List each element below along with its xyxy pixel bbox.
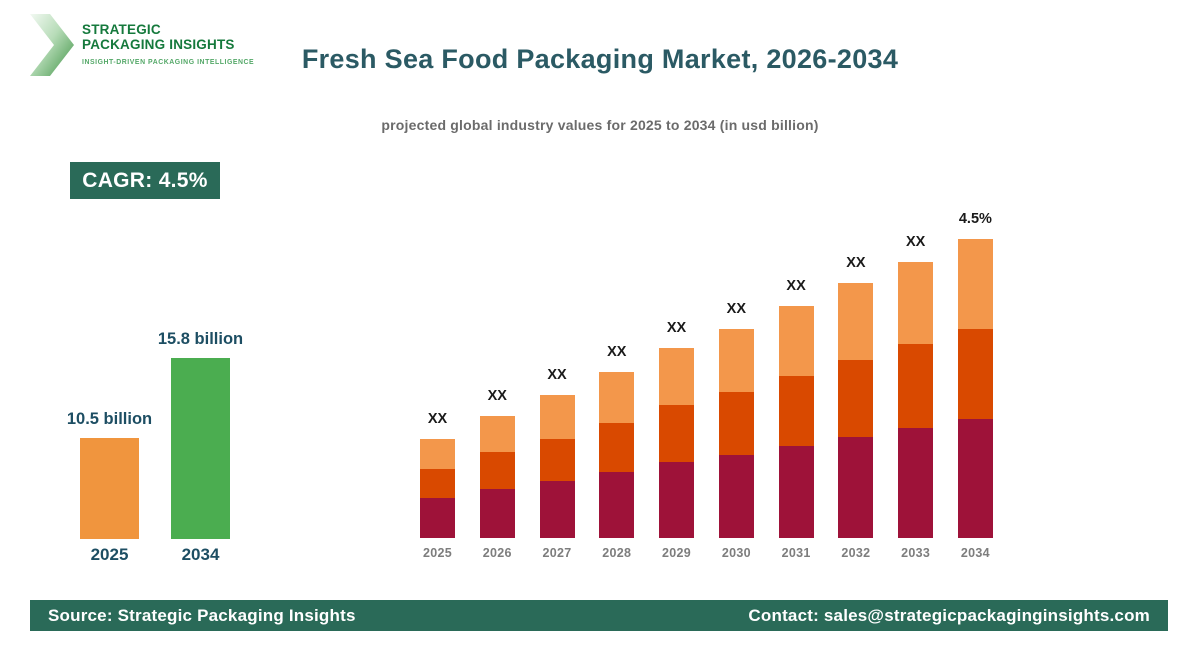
- bar-segment-bottom-segment: [778, 446, 814, 538]
- bar-value-label: XX: [726, 301, 746, 317]
- bar-segment-top-segment: [539, 395, 575, 439]
- bar-segment-middle-segment: [718, 392, 754, 455]
- bar-segment-middle-segment: [659, 405, 695, 462]
- summary-value-label: 15.8 billion: [157, 330, 244, 348]
- bar-segment-top-segment: [838, 283, 874, 360]
- bar-segment-top-segment: [957, 239, 993, 329]
- stacked-bar-chart: XX 2025 XX 2026 XX 2027 XX 2028 XX 2029 XX 2030 XX 20…: [420, 207, 993, 560]
- bar-segment-bottom-segment: [898, 428, 934, 538]
- footer-source: Source: Strategic Packaging Insights: [48, 605, 356, 625]
- x-axis-label-2028: 2028: [602, 546, 632, 560]
- x-axis-label-2034: 2034: [960, 546, 990, 560]
- x-axis-label-2025: 2025: [422, 546, 452, 560]
- x-axis-label-2029: 2029: [662, 546, 692, 560]
- bar-segment-top-segment: [659, 348, 695, 405]
- summary-value-label: 10.5 billion: [66, 410, 153, 428]
- bar-segment-middle-segment: [539, 439, 575, 481]
- bar-segment-middle-segment: [599, 423, 635, 472]
- x-axis-label-2030: 2030: [721, 546, 751, 560]
- summary-bar-2025: [80, 438, 139, 539]
- bar-segment-top-segment: [479, 416, 515, 452]
- summary-bar-2034: [171, 358, 230, 539]
- bar-value-label: XX: [547, 367, 567, 383]
- x-axis-label-2026: 2026: [482, 546, 512, 560]
- summary-bar-chart: 10.5 billion 2025 15.8 billion 2034: [67, 325, 243, 565]
- bar-value-label: XX: [487, 388, 507, 404]
- cagr-badge: CAGR: 4.5%: [70, 162, 220, 199]
- stacked-bar-column-2028: XX 2028: [599, 207, 635, 560]
- bar-segment-middle-segment: [420, 469, 455, 498]
- bar-value-label: XX: [607, 344, 627, 360]
- stacked-bar-column-2029: XX 2029: [659, 207, 695, 560]
- bar-segment-bottom-segment: [718, 455, 754, 538]
- bar-segment-middle-segment: [479, 452, 515, 489]
- summary-bar-column-2025: 10.5 billion 2025: [67, 410, 152, 565]
- logo-text: STRATEGIC PACKAGING INSIGHTS INSIGHT-DRI…: [82, 14, 254, 66]
- bar-segment-middle-segment: [957, 329, 993, 419]
- bar-value-label: XX: [786, 278, 806, 294]
- logo-tagline: INSIGHT-DRIVEN PACKAGING INTELLIGENCE: [82, 59, 255, 67]
- stacked-bar-column-2025: XX 2025: [420, 207, 455, 560]
- bar-segment-top-segment: [599, 372, 635, 423]
- bar-segment-bottom-segment: [599, 472, 635, 538]
- stacked-bar-column-2026: XX 2026: [479, 207, 515, 560]
- stacked-bar-column-2031: XX 2031: [778, 207, 814, 560]
- bar-segment-bottom-segment: [420, 498, 455, 538]
- bar-value-label: XX: [666, 320, 687, 336]
- stacked-bar-column-2030: XX 2030: [718, 207, 754, 560]
- bar-segment-top-segment: [420, 439, 455, 469]
- bar-segment-middle-segment: [838, 360, 874, 437]
- bar-segment-bottom-segment: [479, 489, 515, 538]
- stacked-bar-column-2027: XX 2027: [539, 207, 575, 560]
- bar-segment-middle-segment: [778, 376, 814, 446]
- logo-name-line2: PACKAGING INSIGHTS: [82, 37, 235, 53]
- logo-name: STRATEGIC PACKAGING INSIGHTS: [82, 22, 254, 52]
- bar-segment-top-segment: [898, 262, 934, 344]
- logo: STRATEGIC PACKAGING INSIGHTS INSIGHT-DRI…: [30, 14, 254, 76]
- bar-value-label: XX: [846, 255, 866, 271]
- stacked-bar-column-2033: XX 2033: [898, 207, 934, 560]
- bar-segment-middle-segment: [898, 344, 934, 428]
- bar-segment-top-segment: [718, 329, 754, 392]
- bar-segment-bottom-segment: [539, 481, 575, 538]
- footer-bar: Source: Strategic Packaging Insights Con…: [30, 600, 1168, 631]
- x-axis-label-2031: 2031: [781, 546, 811, 560]
- chevron-logo-icon: [30, 14, 74, 76]
- summary-bar-column-2034: 15.8 billion 2034: [158, 330, 243, 565]
- page-subtitle: projected global industry values for 202…: [381, 117, 819, 133]
- summary-year-label: 2025: [90, 545, 129, 564]
- logo-name-line1: STRATEGIC: [82, 22, 161, 37]
- bar-value-label: 4.5%: [958, 211, 992, 227]
- x-axis-label-2033: 2033: [901, 546, 931, 560]
- page-title: Fresh Sea Food Packaging Market, 2026-20…: [301, 44, 899, 74]
- summary-year-label: 2034: [181, 545, 220, 564]
- x-axis-label-2032: 2032: [841, 546, 871, 560]
- x-axis-label-2027: 2027: [542, 546, 572, 560]
- bar-segment-bottom-segment: [957, 419, 993, 538]
- stacked-bar-column-2034: 4.5% 2034: [957, 207, 993, 560]
- stacked-bar-column-2032: XX 2032: [838, 207, 874, 560]
- bar-value-label: XX: [427, 411, 448, 427]
- bar-value-label: XX: [905, 234, 926, 250]
- bar-segment-bottom-segment: [659, 462, 695, 538]
- bar-segment-top-segment: [778, 306, 814, 376]
- footer-contact: Contact: sales@strategicpackaginginsight…: [748, 605, 1150, 625]
- bar-segment-bottom-segment: [838, 437, 874, 538]
